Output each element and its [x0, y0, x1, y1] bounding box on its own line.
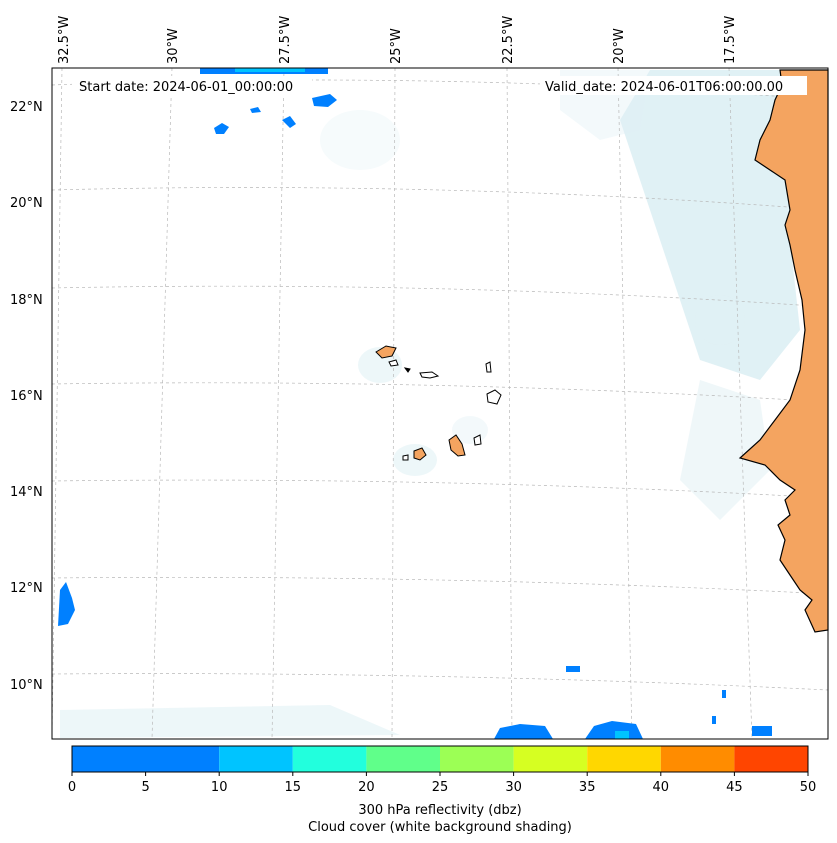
lat-label-14n: 14°N	[10, 485, 43, 500]
lat-label-20n: 20°N	[10, 196, 43, 211]
lon-label-25w: 25°W	[389, 28, 404, 64]
colorbar-tick-label: 20	[358, 780, 375, 795]
colorbar-cell	[734, 746, 808, 772]
island-sao-vicente	[388, 359, 399, 367]
colorbar-cell	[72, 746, 220, 772]
island-brava	[402, 454, 409, 461]
colorbar: 0 5 10 15 20 25 30 35 40 45 50 300 hPa reflectivit…	[68, 745, 816, 835]
island-boa-vista	[486, 389, 502, 405]
colorbar-tick-label: 50	[800, 780, 817, 795]
island-sao-nicolau	[419, 371, 440, 379]
colorbar-cell	[292, 746, 367, 772]
latitude-labels: 22°N 20°N 18°N 16°N 14°N 12°N 10°N	[10, 100, 43, 693]
cape-verde-islands	[375, 345, 502, 461]
colorbar-tick-label: 35	[579, 780, 596, 795]
africa-land	[738, 69, 829, 633]
start-date-box	[72, 76, 312, 95]
start-date-label: Start date: 2024-06-01_00:00:00	[79, 80, 293, 95]
colorbar-cell	[587, 746, 661, 772]
lon-label-17-5w: 17.5°W	[723, 16, 738, 64]
colorbar-label-line1: 300 hPa reflectivity (dbz)	[358, 803, 521, 818]
island-santa-luzia	[403, 367, 411, 373]
lon-label-22-5w: 22.5°W	[501, 16, 516, 64]
lon-label-32-5w: 32.5°W	[57, 16, 72, 64]
map-panel: Start date: 2024-06-01_00:00:00 Valid_da…	[51, 67, 829, 740]
lon-label-20w: 20°W	[612, 28, 627, 64]
colorbar-tick-label: 5	[141, 780, 149, 795]
valid-date-box	[540, 76, 807, 95]
colorbar-tick-label: 40	[653, 780, 670, 795]
colorbar-tick-label: 30	[505, 780, 522, 795]
island-fogo	[413, 447, 427, 461]
colorbar-tick-label: 10	[211, 780, 228, 795]
map-frame	[51, 67, 829, 740]
colorbar-label-line2: Cloud cover (white background shading)	[308, 820, 572, 835]
island-maio	[473, 434, 482, 446]
longitude-labels: 32.5°W 30°W 27.5°W 25°W 22.5°W 20°W 17.5…	[57, 16, 738, 64]
reflectivity-patches	[58, 68, 772, 739]
island-santiago	[448, 434, 466, 457]
colorbar-tick-label: 25	[432, 780, 449, 795]
valid-date-label: Valid_date: 2024-06-01T06:00:00.00	[545, 80, 783, 95]
lon-label-30w: 30°W	[166, 28, 181, 64]
colorbar-ticks: 0 5 10 15 20 25 30 35 40 45 50	[68, 772, 816, 795]
colorbar-tick-label: 45	[726, 780, 743, 795]
island-sal	[485, 361, 492, 373]
lon-label-27-5w: 27.5°W	[278, 16, 293, 64]
lat-label-18n: 18°N	[10, 293, 43, 308]
colorbar-cell	[660, 746, 735, 772]
colorbar-cell	[440, 746, 514, 772]
lat-label-12n: 12°N	[10, 581, 43, 596]
lat-label-22n: 22°N	[10, 100, 43, 115]
colorbar-cell	[366, 746, 440, 772]
colorbar-cells	[72, 746, 808, 772]
colorbar-cell	[513, 746, 588, 772]
island-santo-antao	[375, 345, 397, 359]
colorbar-tick-label: 15	[285, 780, 302, 795]
colorbar-cell	[219, 746, 293, 772]
lat-label-10n: 10°N	[10, 678, 43, 693]
colorbar-tick-label: 0	[68, 780, 76, 795]
lat-label-16n: 16°N	[10, 389, 43, 404]
